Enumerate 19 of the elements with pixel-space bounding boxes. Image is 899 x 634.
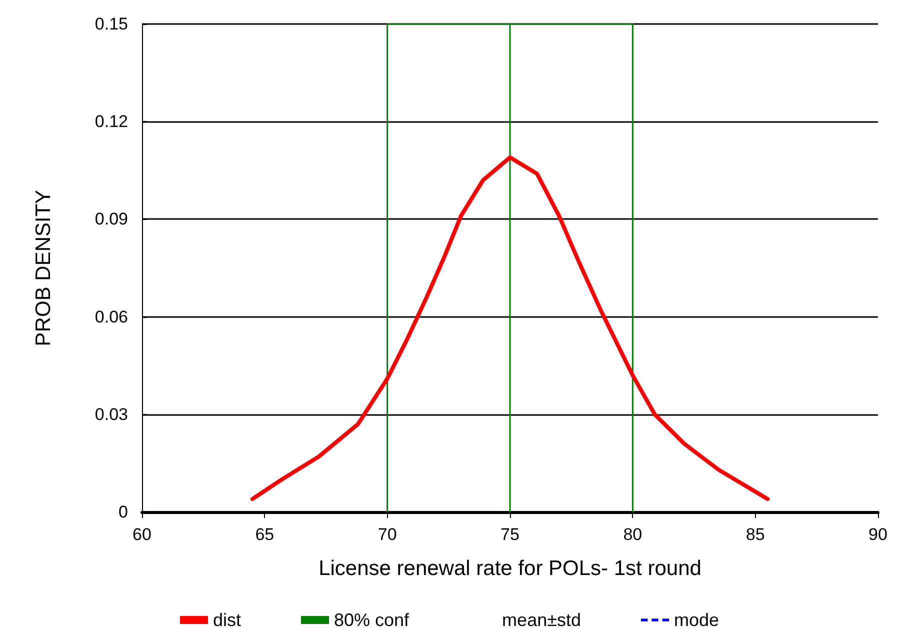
legend-label: dist — [213, 610, 242, 630]
x-tick-label: 85 — [746, 525, 765, 544]
x-tick-label: 75 — [500, 525, 520, 544]
legend-label: 80% conf — [334, 610, 410, 630]
x-axis-title: License renewal rate for POLs- 1st round — [318, 557, 702, 580]
x-tick-label: 65 — [255, 525, 274, 544]
text: mean±std — [502, 610, 581, 630]
y-tick-label: 0.09 — [94, 210, 128, 229]
x-tick-label: 80 — [623, 525, 642, 544]
y-tick-label: 0.03 — [94, 404, 128, 424]
x-tick-label: 90 — [868, 525, 888, 544]
x-tick-label: 60 — [132, 525, 152, 544]
x-tick-label: 70 — [378, 525, 397, 544]
y-axis-title: PROB DENSITY — [32, 190, 55, 346]
y-tick-label: 0 — [118, 502, 128, 522]
y-tick-label: 0.06 — [94, 307, 128, 326]
y-tick-label: 0.15 — [94, 14, 128, 34]
legend-label: mode — [674, 610, 720, 630]
y-tick-label: 0.12 — [94, 112, 128, 132]
